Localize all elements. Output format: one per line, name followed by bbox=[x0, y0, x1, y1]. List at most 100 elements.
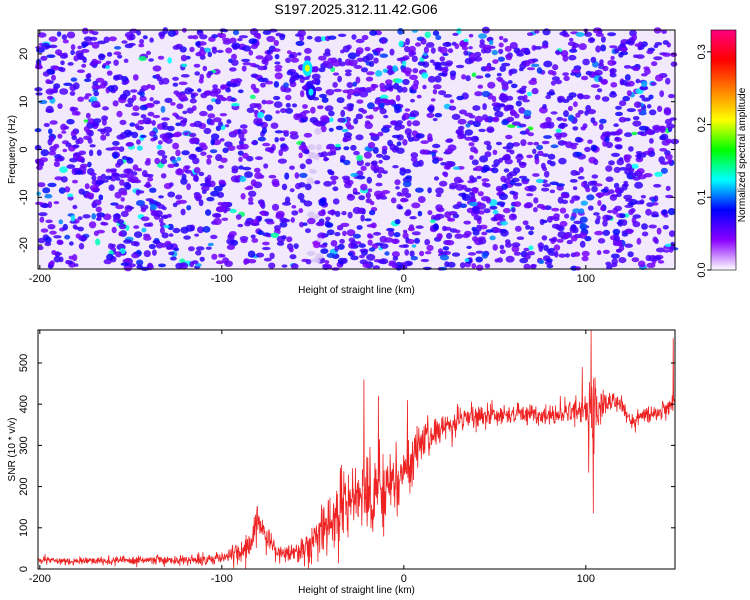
heatmap-cell bbox=[154, 157, 161, 165]
heatmap-cell bbox=[409, 110, 420, 118]
heatmap-cell bbox=[636, 237, 642, 245]
heatmap-cell bbox=[473, 148, 479, 154]
heatmap-cell bbox=[326, 253, 335, 258]
heatmap-cell bbox=[324, 260, 330, 265]
snr-x-tick-label: -100 bbox=[211, 573, 233, 585]
heatmap-cell bbox=[367, 142, 376, 149]
heatmap-cell bbox=[482, 164, 490, 172]
heatmap-cell bbox=[436, 233, 443, 240]
heatmap-cell bbox=[347, 52, 357, 60]
heatmap-cell bbox=[48, 89, 57, 94]
heatmap-cell bbox=[161, 125, 170, 130]
heatmap-cell bbox=[541, 187, 550, 192]
heatmap-cell bbox=[226, 244, 235, 250]
heatmap-cell bbox=[659, 126, 666, 134]
heatmap-cell bbox=[364, 46, 371, 52]
heatmap-cell bbox=[347, 252, 354, 256]
heatmap-cell bbox=[373, 164, 380, 172]
heatmap-cell bbox=[648, 94, 654, 100]
heatmap-cell bbox=[359, 259, 368, 265]
heatmap-cell bbox=[360, 183, 368, 191]
heatmap-cell bbox=[305, 228, 311, 234]
heatmap-cell bbox=[100, 221, 106, 226]
heatmap-cell bbox=[72, 144, 80, 148]
heatmap-cell bbox=[146, 50, 151, 56]
heatmap-cell bbox=[427, 106, 435, 112]
heatmap-cell bbox=[109, 174, 117, 182]
heatmap-cell bbox=[222, 147, 229, 154]
heatmap-cell bbox=[159, 227, 165, 234]
heatmap-cell bbox=[435, 213, 445, 219]
heatmap-cell bbox=[329, 117, 334, 123]
heatmap-cell bbox=[527, 185, 537, 192]
heatmap-cell bbox=[666, 42, 671, 48]
snr-x-tick-label: 0 bbox=[401, 573, 407, 585]
heatmap-cell bbox=[232, 29, 240, 36]
heatmap-cell bbox=[72, 82, 80, 90]
heatmap-cell bbox=[250, 179, 257, 187]
heatmap-cell bbox=[197, 226, 204, 234]
heatmap-cell bbox=[415, 225, 424, 229]
snr-series-line bbox=[37, 329, 676, 569]
heatmap-cell bbox=[496, 72, 502, 77]
heatmap-cell bbox=[366, 71, 375, 76]
heatmap-cell bbox=[69, 220, 77, 224]
heatmap-cell bbox=[663, 249, 670, 253]
heatmap-cell bbox=[411, 244, 417, 248]
heatmap-cell bbox=[314, 36, 323, 43]
heatmap-cell bbox=[578, 43, 587, 51]
heatmap-cell bbox=[266, 35, 276, 43]
heatmap-cell bbox=[37, 182, 46, 188]
heatmap-cell bbox=[75, 233, 82, 239]
heatmap-cell bbox=[91, 201, 97, 208]
heatmap-cell bbox=[52, 65, 60, 71]
heatmap-cell bbox=[356, 241, 362, 245]
heatmap-cell bbox=[550, 144, 559, 149]
heatmap-cell bbox=[595, 45, 601, 53]
heatmap-cell bbox=[164, 97, 173, 104]
heatmap-cell bbox=[610, 262, 618, 268]
heatmap-cell bbox=[402, 55, 410, 61]
heatmap-cell bbox=[618, 245, 625, 252]
heatmap-cell bbox=[70, 77, 78, 82]
heatmap-cell bbox=[451, 113, 461, 120]
colorbar-frame bbox=[710, 29, 737, 271]
heatmap-cell bbox=[367, 239, 373, 246]
chart-title: S197.2025.312.11.42.G06 bbox=[274, 1, 437, 17]
heatmap-cell bbox=[402, 229, 408, 234]
heatmap-cell bbox=[284, 196, 291, 204]
heatmap-cell bbox=[180, 208, 186, 216]
heatmap-cell bbox=[327, 170, 334, 176]
heatmap-cell bbox=[636, 152, 642, 160]
heatmap-cell bbox=[176, 103, 184, 110]
heatmap-cell bbox=[353, 150, 360, 156]
heatmap-cell bbox=[291, 205, 297, 209]
heatmap-cell bbox=[212, 117, 222, 123]
heatmap-cell bbox=[424, 251, 432, 255]
heatmap-cell bbox=[37, 32, 47, 38]
heatmap-cell bbox=[106, 70, 113, 76]
heatmap-cell bbox=[517, 95, 525, 101]
heatmap-cell bbox=[128, 263, 136, 268]
heatmap-cell bbox=[613, 166, 621, 173]
heatmap-cell bbox=[559, 207, 567, 214]
heatmap-cell bbox=[420, 140, 429, 145]
heatmap-cell bbox=[167, 29, 177, 37]
heatmap-cell bbox=[423, 46, 429, 54]
heatmap-cell bbox=[107, 85, 115, 92]
heatmap-cell bbox=[255, 156, 263, 161]
heatmap-cell bbox=[626, 90, 632, 97]
heatmap-cell bbox=[73, 263, 79, 267]
heatmap-cell bbox=[567, 105, 573, 112]
heatmap-cell bbox=[624, 157, 631, 163]
heatmap-cell bbox=[499, 65, 507, 72]
heatmap-cell bbox=[141, 227, 147, 233]
heatmap-cell bbox=[408, 45, 416, 53]
heatmap-cell bbox=[610, 82, 618, 88]
heatmap-cell bbox=[509, 42, 518, 49]
heatmap-cell bbox=[660, 167, 668, 174]
heatmap-cell bbox=[434, 62, 442, 70]
heatmap-cell bbox=[419, 250, 425, 257]
heatmap-cell bbox=[536, 144, 544, 151]
heatmap-cells bbox=[34, 26, 680, 272]
